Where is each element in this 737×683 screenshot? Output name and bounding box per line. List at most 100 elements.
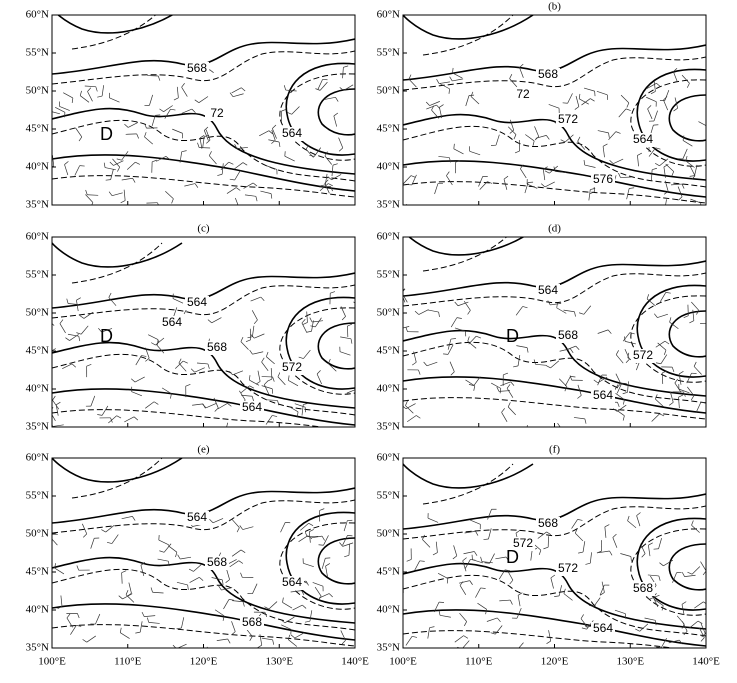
wind-barb xyxy=(439,82,450,84)
wind-barb-tick xyxy=(209,519,213,523)
wind-barb-tick xyxy=(515,151,520,153)
wind-barb-tick xyxy=(302,319,305,323)
wind-barb xyxy=(459,613,466,621)
wind-barb-tick xyxy=(60,320,63,324)
wind-barb-tick xyxy=(344,555,349,557)
wind-barb-tick xyxy=(199,577,203,580)
wind-barb xyxy=(307,312,308,323)
wind-barb-tick xyxy=(455,302,458,306)
wind-barb xyxy=(102,406,108,415)
wind-barb-tick xyxy=(449,89,450,94)
wind-barb-tick xyxy=(159,551,164,553)
wind-barb xyxy=(589,190,590,201)
y-tick-label: 45°N xyxy=(26,123,49,135)
wind-barb-tick xyxy=(475,531,478,535)
wind-barb-tick xyxy=(655,163,659,165)
wind-barb-tick xyxy=(701,638,704,642)
wind-barb xyxy=(129,583,132,594)
y-tick-label: 35°N xyxy=(377,642,400,654)
panel: 564568572564564D(c)60°N55°N50°N45°N40°N3… xyxy=(26,223,363,434)
wind-barb-tick xyxy=(208,364,209,369)
wind-barb-tick xyxy=(590,99,594,102)
wind-barb xyxy=(223,599,229,609)
wind-barb-tick xyxy=(126,590,128,595)
wind-barb-tick xyxy=(310,318,312,322)
wind-barb-tick xyxy=(200,135,204,138)
wind-barb-tick xyxy=(76,298,80,301)
wind-barb xyxy=(233,371,243,375)
low-marker: D xyxy=(506,326,519,346)
wind-barb xyxy=(218,403,227,409)
wind-barb-tick xyxy=(215,408,219,412)
wind-barb xyxy=(148,335,158,340)
wind-barb-tick xyxy=(694,362,696,367)
wind-barb xyxy=(288,380,298,385)
contour-label: 572 xyxy=(558,561,578,575)
wind-barb xyxy=(559,585,561,596)
wind-barb-tick xyxy=(541,184,545,187)
contour-label: 564 xyxy=(593,388,613,402)
wind-barb xyxy=(665,90,669,100)
y-tick-label: 60°N xyxy=(377,231,400,243)
wind-barb-tick xyxy=(628,516,630,521)
wind-barb xyxy=(488,509,492,519)
wind-barb xyxy=(508,407,516,415)
contour-dashed xyxy=(403,398,706,419)
wind-barb-tick xyxy=(476,336,481,338)
wind-barb-tick xyxy=(617,402,619,407)
wind-barb xyxy=(527,184,537,188)
wind-barb xyxy=(619,109,626,117)
wind-barb-tick xyxy=(534,360,535,365)
wind-barb xyxy=(164,106,173,112)
contour-dashed xyxy=(403,631,706,652)
wind-barb xyxy=(281,522,286,532)
contour-dashed xyxy=(423,15,513,55)
contour-label: 564 xyxy=(282,126,302,140)
wind-barb-tick xyxy=(610,160,614,163)
wind-barb xyxy=(406,636,412,645)
wind-barb xyxy=(262,638,273,640)
wind-barb-tick xyxy=(424,362,427,366)
wind-barb xyxy=(209,156,216,164)
wind-barb xyxy=(149,95,152,106)
wind-barb-tick xyxy=(186,384,191,386)
wind-barb-tick xyxy=(305,532,307,537)
wind-barb-tick xyxy=(412,636,417,637)
contour-label: 564 xyxy=(633,132,653,146)
wind-barb xyxy=(463,561,466,571)
wind-barb xyxy=(691,302,698,310)
wind-barb xyxy=(499,600,510,601)
wind-barb xyxy=(136,356,142,365)
wind-barb-tick xyxy=(310,326,315,327)
wind-barb xyxy=(648,109,653,119)
wind-barb-tick xyxy=(77,566,79,571)
wind-barb xyxy=(60,106,70,110)
wind-barb-tick xyxy=(336,97,339,101)
wind-barb-tick xyxy=(679,371,683,374)
wind-barb xyxy=(451,318,457,327)
wind-barb-tick xyxy=(197,143,199,148)
wind-barb-tick xyxy=(439,312,440,317)
wind-barb-tick xyxy=(504,176,508,179)
wind-barb xyxy=(144,137,152,144)
wind-barb-tick xyxy=(411,176,416,178)
wind-barb-tick xyxy=(182,83,185,87)
wind-barb-tick xyxy=(172,199,174,204)
wind-barb xyxy=(645,618,656,620)
wind-barb-tick xyxy=(175,552,176,557)
wind-barb xyxy=(252,584,257,594)
wind-barb xyxy=(172,129,182,133)
wind-barb-tick xyxy=(72,98,73,103)
wind-barb xyxy=(581,99,590,106)
contour-solid xyxy=(318,323,355,369)
wind-barb-tick xyxy=(96,87,98,92)
wind-barb xyxy=(453,73,463,78)
wind-barb-tick xyxy=(648,543,652,545)
wind-barb xyxy=(293,605,303,610)
wind-barb xyxy=(266,400,277,401)
y-tick-label: 55°N xyxy=(26,47,49,59)
wind-barb xyxy=(470,520,480,524)
wind-barb-tick xyxy=(73,215,77,218)
